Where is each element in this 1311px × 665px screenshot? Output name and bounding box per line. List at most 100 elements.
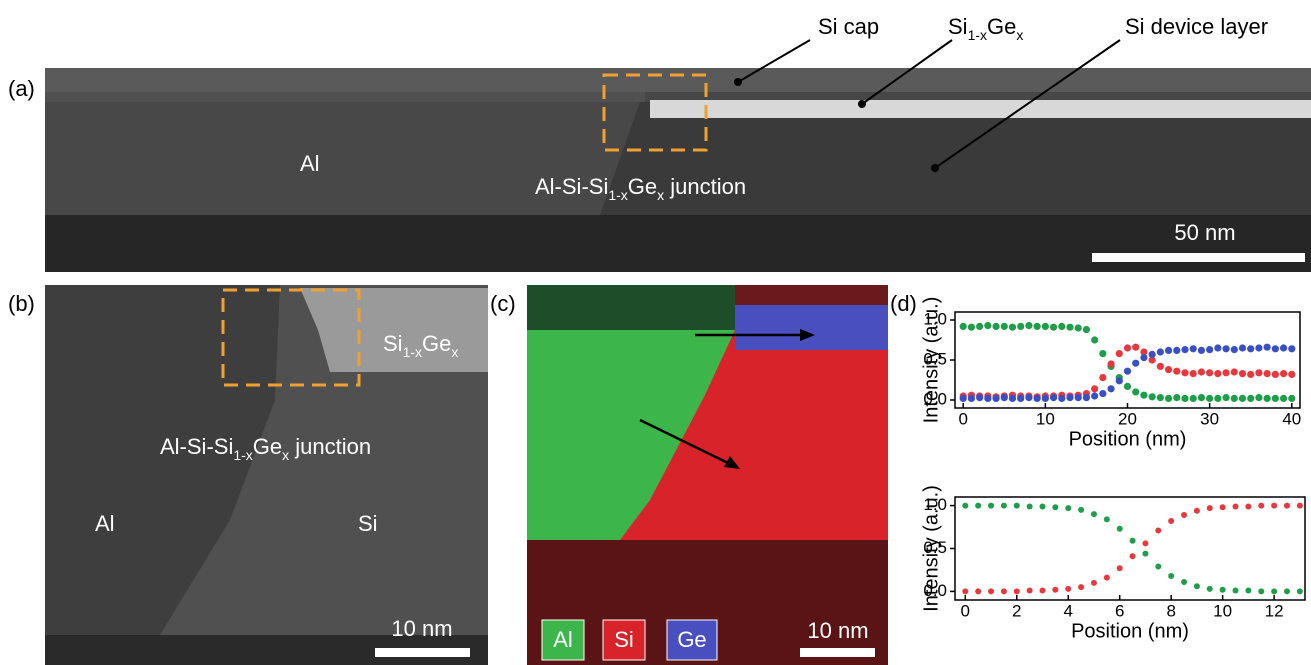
data-point (1017, 323, 1024, 330)
data-point (1142, 551, 1148, 557)
data-point (1042, 395, 1049, 402)
data-point (1157, 348, 1164, 355)
data-point (1280, 395, 1287, 402)
data-point (1116, 350, 1123, 357)
data-point (1149, 393, 1156, 400)
data-point (1155, 564, 1161, 570)
data-point (1247, 371, 1254, 378)
data-point (1264, 395, 1271, 402)
data-point (984, 322, 991, 329)
data-point (1078, 507, 1084, 513)
text-part: Ge (422, 331, 451, 356)
data-point (960, 323, 967, 330)
text-part: 1-x (608, 187, 627, 203)
data-point (1075, 324, 1082, 331)
x-tick-label: 12 (1265, 601, 1284, 620)
data-point (1181, 395, 1188, 402)
data-point (975, 503, 981, 509)
data-point (1025, 394, 1032, 401)
region-label: Si (358, 511, 378, 536)
x-tick-label: 0 (958, 409, 967, 428)
text-part: Ge (253, 434, 282, 459)
data-point (1231, 368, 1238, 375)
data-point (1271, 588, 1277, 594)
data-point (1247, 395, 1254, 402)
data-point (1052, 587, 1058, 593)
data-point (1288, 395, 1295, 402)
data-point (1140, 354, 1147, 361)
data-point (1165, 366, 1172, 373)
data-point (1288, 371, 1295, 378)
data-point (1214, 370, 1221, 377)
data-point (1239, 344, 1246, 351)
data-point (1001, 588, 1007, 594)
data-point (1052, 504, 1058, 510)
micrograph-a (45, 40, 1311, 272)
text-part: x (282, 447, 289, 463)
data-point (1014, 588, 1020, 594)
text-part: x (657, 187, 664, 203)
data-point (1173, 394, 1180, 401)
data-point (1297, 503, 1303, 509)
text-part: x (1016, 27, 1023, 43)
data-point (1255, 394, 1262, 401)
x-tick-label: 8 (1166, 601, 1175, 620)
x-tick-label: 10 (1036, 409, 1055, 428)
data-point (1222, 369, 1229, 376)
panel-label: (d) (890, 291, 917, 316)
data-point (1066, 324, 1073, 331)
data-point (1284, 588, 1290, 594)
scale-bar-label: 10 nm (391, 616, 452, 641)
region-label: Al (95, 511, 115, 536)
x-tick-label: 20 (1118, 409, 1137, 428)
text-part: Al-Si-Si (535, 174, 608, 199)
text-part: junction (664, 174, 746, 199)
data-point (1220, 587, 1226, 593)
data-point (1258, 503, 1264, 509)
data-point (1194, 583, 1200, 589)
data-point (1255, 344, 1262, 351)
data-point (1001, 503, 1007, 509)
data-point (1157, 363, 1164, 370)
data-point (1132, 344, 1139, 351)
data-point (1155, 527, 1161, 533)
data-point (1078, 584, 1084, 590)
x-tick-label: 30 (1200, 409, 1219, 428)
data-point (1233, 588, 1239, 594)
data-point (1066, 394, 1073, 401)
x-tick-label: 40 (1282, 409, 1301, 428)
data-point (1181, 369, 1188, 376)
data-point (1050, 324, 1057, 331)
data-point (1190, 395, 1197, 402)
data-point (1130, 553, 1136, 559)
data-point (1198, 368, 1205, 375)
data-point (1124, 368, 1131, 375)
data-point (976, 394, 983, 401)
scale-bar-label: 50 nm (1174, 220, 1235, 245)
data-point (988, 588, 994, 594)
data-point (1207, 505, 1213, 511)
data-point (1190, 370, 1197, 377)
data-point (1206, 395, 1213, 402)
data-point (1116, 377, 1123, 384)
x-tick-label: 2 (1012, 601, 1021, 620)
data-point (1214, 344, 1221, 351)
data-point (1214, 395, 1221, 402)
data-point (1091, 580, 1097, 586)
data-point (1091, 336, 1098, 343)
data-point (1198, 347, 1205, 354)
data-point (1124, 383, 1131, 390)
data-point (1181, 579, 1187, 585)
data-point (1132, 360, 1139, 367)
data-point (992, 395, 999, 402)
data-point (1168, 573, 1174, 579)
data-point (988, 503, 994, 509)
data-point (1271, 503, 1277, 509)
text-part: 1-x (968, 27, 987, 43)
data-point (1245, 503, 1251, 509)
data-point (1027, 588, 1033, 594)
annotation: Al-Si-Si1-xGex junction (160, 434, 371, 463)
data-point (1258, 588, 1264, 594)
data-point (1009, 324, 1016, 331)
data-point (1130, 538, 1136, 544)
